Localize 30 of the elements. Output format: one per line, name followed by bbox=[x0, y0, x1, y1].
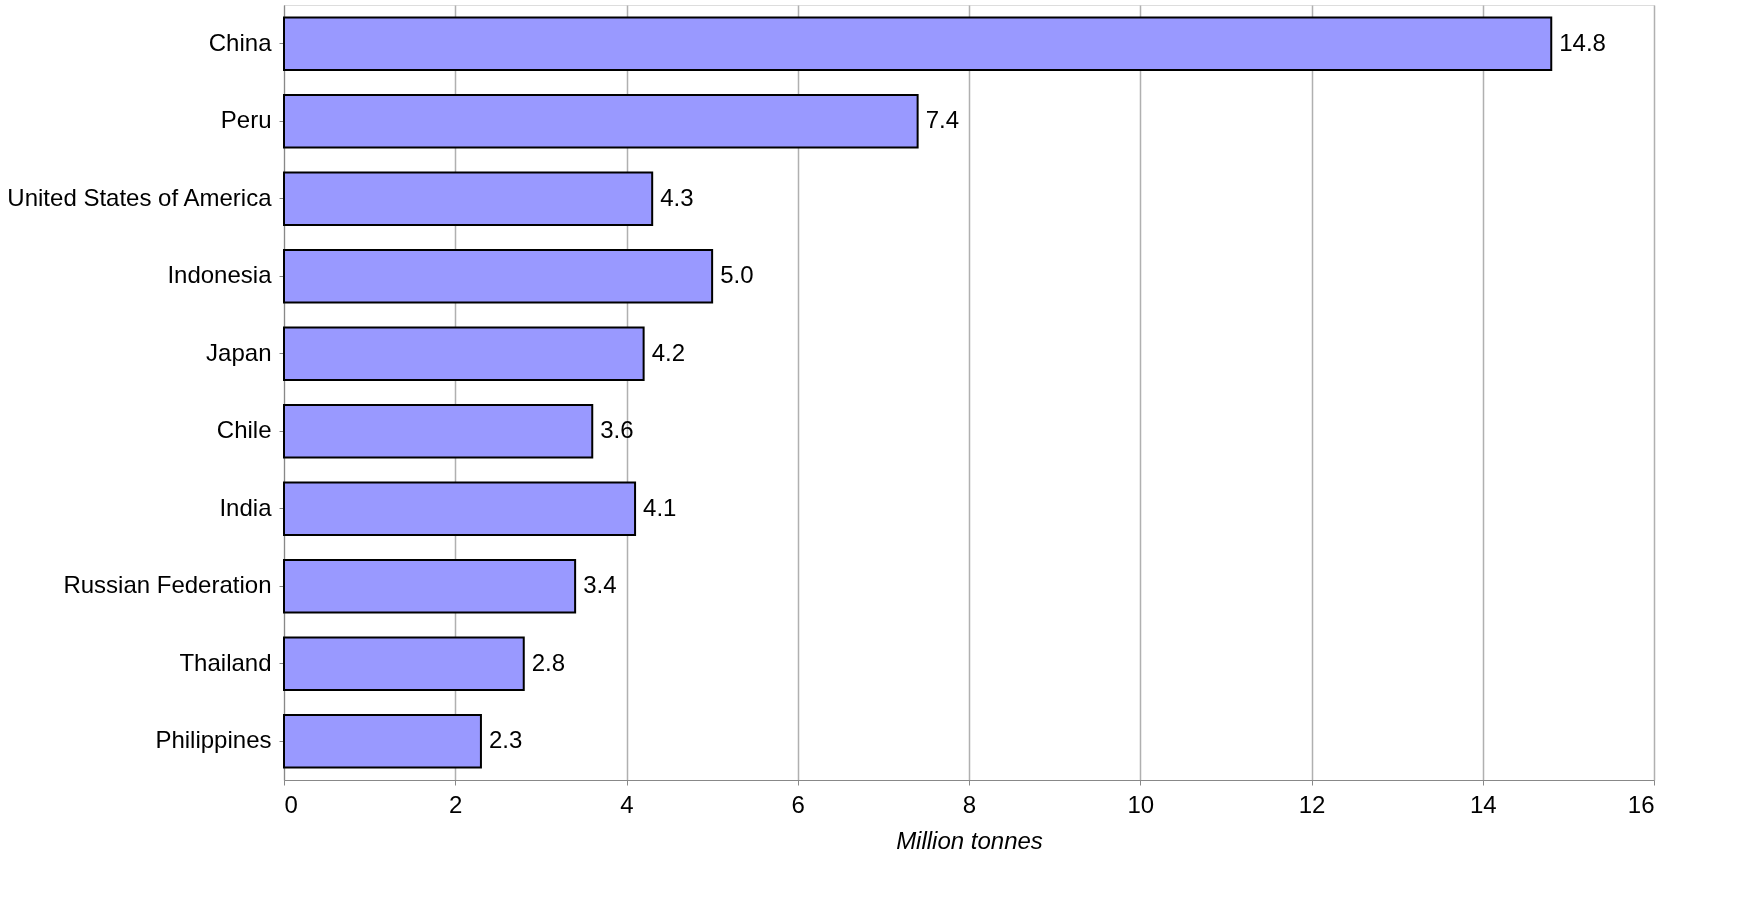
y-tick-label: Russian Federation bbox=[63, 571, 272, 599]
y-tick-label: Thailand bbox=[179, 648, 272, 676]
x-tick-label: 12 bbox=[1298, 790, 1326, 818]
y-tick-label: China bbox=[208, 28, 273, 56]
x-tick-label: 6 bbox=[791, 790, 805, 818]
data-label: 4.1 bbox=[643, 493, 677, 521]
data-label: 14.8 bbox=[1559, 28, 1606, 56]
y-tick-label: Chile bbox=[216, 416, 272, 444]
y-tick-label: Philippines bbox=[155, 726, 272, 754]
data-label: 2.3 bbox=[488, 726, 523, 754]
data-label: 3.4 bbox=[583, 571, 617, 599]
x-tick-label: 10 bbox=[1127, 790, 1155, 818]
x-axis-title: Million tonnes bbox=[896, 826, 1043, 854]
x-tick-label: 4 bbox=[620, 790, 634, 818]
x-tick-label: 16 bbox=[1627, 790, 1655, 818]
y-tick-label: Indonesia bbox=[167, 261, 273, 289]
y-tick-label: India bbox=[219, 493, 273, 521]
x-tick-label: 14 bbox=[1469, 790, 1497, 818]
y-tick-label: Japan bbox=[206, 338, 272, 366]
x-tick-label: 8 bbox=[962, 790, 977, 818]
data-label: 4.3 bbox=[660, 183, 694, 211]
x-tick-label: 2 bbox=[449, 790, 463, 818]
x-tick-label: 0 bbox=[284, 790, 298, 818]
y-tick-label: Peru bbox=[220, 106, 272, 134]
data-label: 2.8 bbox=[531, 648, 566, 676]
data-label: 5.0 bbox=[720, 261, 754, 289]
y-tick-label: United States of America bbox=[7, 183, 273, 211]
data-label: 4.2 bbox=[651, 338, 685, 366]
data-label: 7.4 bbox=[925, 106, 959, 134]
data-label: 3.6 bbox=[600, 416, 634, 444]
